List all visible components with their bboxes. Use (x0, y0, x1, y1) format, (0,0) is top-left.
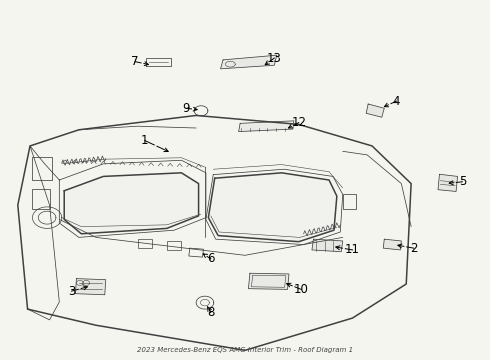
Text: 11: 11 (345, 243, 360, 256)
Polygon shape (248, 273, 289, 289)
Text: 5: 5 (459, 175, 466, 188)
Polygon shape (312, 239, 343, 252)
Polygon shape (438, 174, 458, 192)
Bar (138, 239, 152, 248)
Text: 1: 1 (141, 134, 148, 147)
Bar (167, 241, 181, 250)
Text: 8: 8 (207, 306, 215, 319)
Text: 10: 10 (294, 283, 309, 296)
Polygon shape (220, 55, 277, 69)
Polygon shape (366, 104, 384, 117)
Bar (32, 157, 52, 180)
Text: 6: 6 (207, 252, 215, 265)
Text: 2023 Mercedes-Benz EQS AMG Interior Trim - Roof Diagram 1: 2023 Mercedes-Benz EQS AMG Interior Trim… (137, 347, 353, 354)
Polygon shape (64, 173, 198, 234)
Text: 4: 4 (392, 95, 400, 108)
Text: 3: 3 (68, 285, 75, 298)
Polygon shape (75, 279, 106, 295)
Bar (32, 189, 49, 209)
Bar (343, 194, 356, 209)
Text: 2: 2 (410, 242, 417, 255)
Polygon shape (383, 239, 401, 250)
Text: 7: 7 (131, 55, 139, 68)
Polygon shape (239, 121, 294, 132)
Text: 12: 12 (291, 116, 306, 129)
Polygon shape (208, 173, 337, 242)
Text: 13: 13 (267, 51, 282, 64)
Text: 9: 9 (183, 102, 190, 115)
